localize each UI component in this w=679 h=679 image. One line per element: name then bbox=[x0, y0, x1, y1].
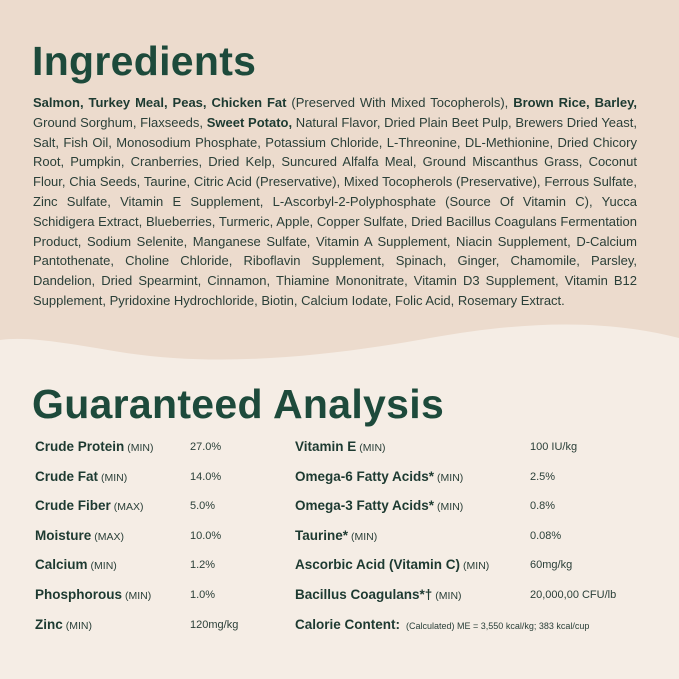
nutrient-value: 2.5% bbox=[530, 470, 556, 483]
nutrient-name: Bacillus Coagulans*† bbox=[295, 587, 433, 602]
nutrient-qualifier: (MIN) bbox=[435, 590, 462, 602]
analysis-row: Zinc (MIN) bbox=[35, 615, 92, 635]
ingredient-text: Ground Sorghum, Flaxseeds, bbox=[33, 114, 207, 130]
nutrient-name: Phosphorous bbox=[35, 587, 122, 602]
nutrient-value: 14.0% bbox=[190, 470, 222, 483]
analysis-row: Crude Fat (MIN) bbox=[35, 467, 127, 487]
ingredient-text: Natural Flavor, Dried Plain Beet Pulp, B… bbox=[33, 114, 637, 308]
nutrient-value: 27.0% bbox=[190, 441, 222, 453]
nutrient-value: 120mg/kg bbox=[190, 618, 239, 631]
ingredient-bold: Salmon, Turkey Meal, Peas, Chicken Fat bbox=[33, 95, 287, 110]
nutrient-name: Ascorbic Acid (Vitamin C) bbox=[295, 557, 461, 573]
nutrient-value: 1.0% bbox=[190, 589, 216, 601]
nutrient-qualifier: (MIN) bbox=[101, 471, 128, 484]
nutrient-name: Vitamin E bbox=[295, 439, 357, 454]
nutrient-name: Crude Protein bbox=[35, 439, 125, 454]
ingredients-title: Ingredients bbox=[32, 38, 257, 84]
nutrient-qualifier: (MAX) bbox=[113, 501, 144, 514]
analysis-row: Crude Protein (MIN) bbox=[35, 437, 154, 457]
analysis-row: Ascorbic Acid (Vitamin C) (MIN) bbox=[295, 555, 489, 575]
analysis-row: Vitamin E (MIN) bbox=[295, 437, 386, 457]
nutrient-name: Omega-3 Fatty Acids* bbox=[295, 498, 435, 514]
analysis-row: Phosphorous (MIN) bbox=[35, 585, 151, 605]
nutrient-qualifier: (MIN) bbox=[125, 590, 152, 602]
nutrient-value: 5.0% bbox=[190, 500, 216, 513]
nutrient-name: Moisture bbox=[35, 527, 92, 543]
ingredient-text: (Preserved With Mixed Tocopherols), bbox=[286, 95, 514, 110]
calorie-name: Calorie Content: bbox=[295, 616, 401, 632]
nutrient-value: 10.0% bbox=[190, 529, 222, 542]
upper-panel bbox=[0, 0, 679, 360]
nutrient-name: Omega-6 Fatty Acids* bbox=[295, 468, 435, 484]
nutrient-value: 60mg/kg bbox=[530, 559, 573, 572]
analysis-row: Calcium (MIN) bbox=[35, 555, 117, 575]
nutrient-name: Crude Fiber bbox=[35, 498, 111, 514]
ingredients-text: Salmon, Turkey Meal, Peas, Chicken Fat (… bbox=[33, 93, 637, 311]
analysis-title: Guaranteed Analysis bbox=[32, 381, 445, 427]
nutrient-value: 20,000,00 CFU/lb bbox=[530, 589, 617, 601]
nutrient-value: 1.2% bbox=[190, 559, 216, 572]
nutrient-qualifier: (MAX) bbox=[94, 530, 125, 543]
analysis-row: Moisture (MAX) bbox=[35, 526, 124, 546]
nutrient-qualifier: (MIN) bbox=[437, 471, 464, 484]
analysis-row: Taurine* (MIN) bbox=[295, 526, 377, 546]
nutrient-name: Taurine* bbox=[295, 527, 349, 543]
nutrient-qualifier: (MIN) bbox=[359, 442, 386, 454]
analysis-row: Omega-6 Fatty Acids* (MIN) bbox=[295, 467, 463, 487]
nutrient-value: 0.08% bbox=[530, 529, 562, 542]
nutrient-value: 0.8% bbox=[530, 500, 556, 513]
nutrient-name: Crude Fat bbox=[35, 468, 99, 484]
calorie-note: (Calculated) ME = 3,550 kcal/kg; 383 kca… bbox=[406, 620, 590, 631]
nutrient-name: Zinc bbox=[35, 616, 63, 632]
calorie-row: Calorie Content: (Calculated) ME = 3,550 … bbox=[295, 615, 589, 635]
nutrient-qualifier: (MIN) bbox=[463, 560, 490, 573]
analysis-row: Bacillus Coagulans*† (MIN) bbox=[295, 585, 462, 605]
analysis-row: Omega-3 Fatty Acids* (MIN) bbox=[295, 496, 463, 516]
ingredient-bold: Sweet Potato, bbox=[206, 114, 293, 130]
nutrient-qualifier: (MIN) bbox=[127, 442, 154, 454]
nutrient-qualifier: (MIN) bbox=[65, 619, 93, 632]
nutrient-qualifier: (MIN) bbox=[351, 530, 378, 543]
analysis-row: Crude Fiber (MAX) bbox=[35, 496, 144, 516]
nutrient-qualifier: (MIN) bbox=[90, 560, 117, 573]
ingredient-bold: Brown Rice, Barley, bbox=[513, 95, 637, 110]
nutrient-name: Calcium bbox=[35, 557, 88, 573]
nutrient-qualifier: (MIN) bbox=[437, 501, 464, 514]
nutrient-value: 100 IU/kg bbox=[530, 441, 578, 453]
